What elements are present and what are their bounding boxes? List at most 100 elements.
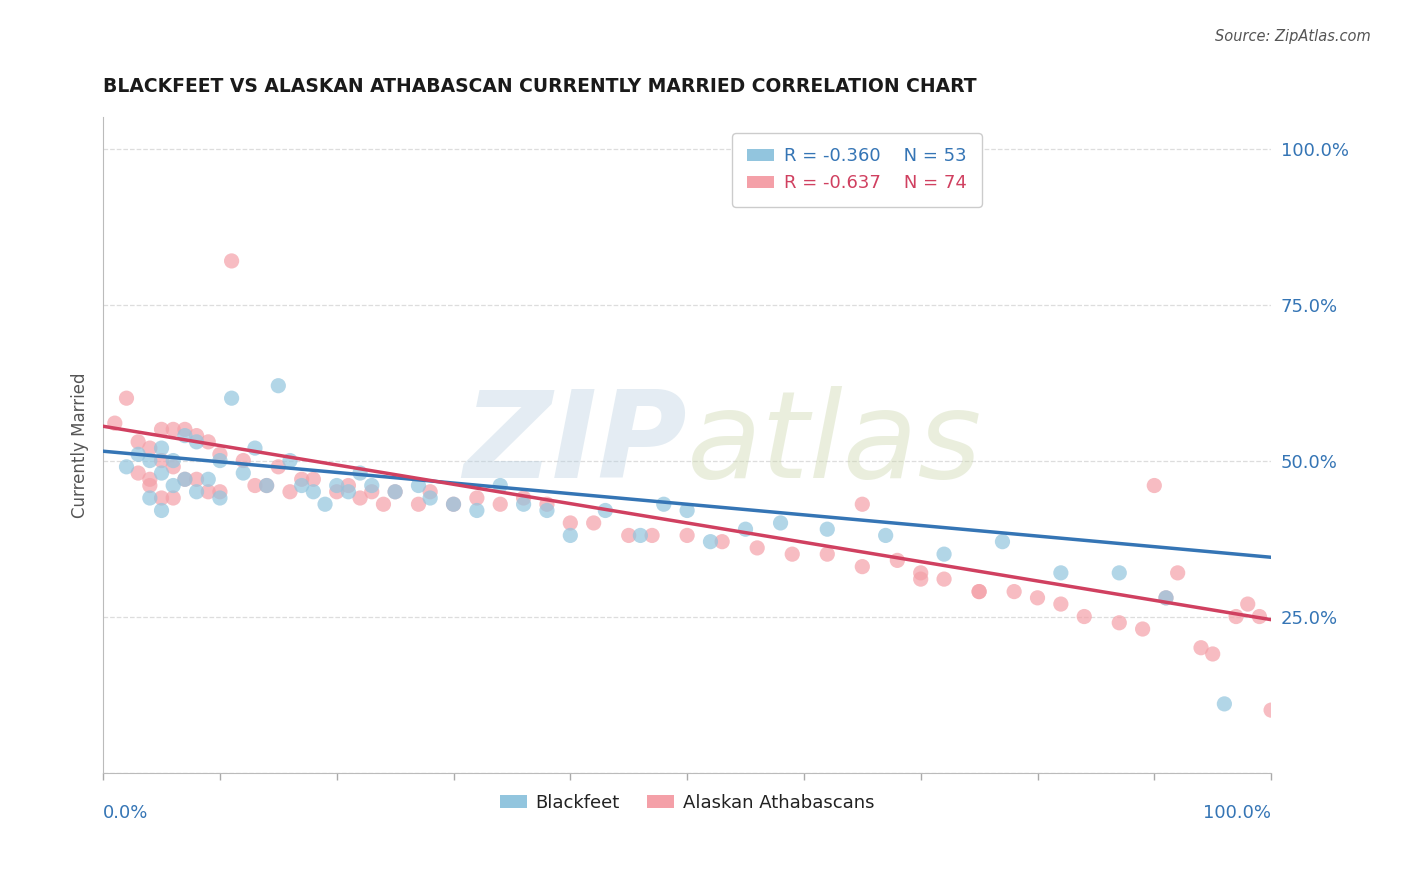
Point [162, 453, 184, 467]
Point [815, 547, 838, 561]
Point [115, 391, 138, 405]
Point [127, 434, 149, 449]
Point [349, 491, 371, 505]
Point [910, 566, 932, 580]
Point [617, 528, 640, 542]
Point [197, 434, 219, 449]
Point [208, 453, 231, 467]
Point [652, 497, 675, 511]
Point [139, 478, 162, 492]
Point [1260, 703, 1282, 717]
Text: ZIP: ZIP [464, 386, 688, 503]
Point [360, 478, 382, 492]
Point [256, 478, 278, 492]
Point [208, 491, 231, 505]
Point [967, 584, 990, 599]
Point [162, 478, 184, 492]
Point [197, 484, 219, 499]
Point [628, 528, 651, 542]
Point [173, 472, 195, 486]
Point [139, 453, 162, 467]
Point [1167, 566, 1189, 580]
Point [186, 472, 208, 486]
Point [267, 459, 290, 474]
Point [373, 497, 395, 511]
Point [127, 466, 149, 480]
Point [139, 491, 162, 505]
Point [243, 478, 266, 492]
Point [932, 547, 955, 561]
Point [173, 428, 195, 442]
Legend: Blackfeet, Alaskan Athabascans: Blackfeet, Alaskan Athabascans [492, 787, 882, 819]
Point [197, 472, 219, 486]
Point [408, 478, 430, 492]
Text: 0.0%: 0.0% [103, 804, 149, 822]
Point [360, 484, 382, 499]
Point [232, 466, 254, 480]
Point [1249, 609, 1271, 624]
Point [408, 497, 430, 511]
Point [747, 541, 769, 555]
Point [1050, 566, 1073, 580]
Point [1108, 566, 1130, 580]
Point [443, 497, 465, 511]
Point [384, 484, 406, 499]
Point [595, 503, 617, 517]
Point [1050, 597, 1073, 611]
Point [1132, 622, 1154, 636]
Point [711, 534, 734, 549]
Point [967, 584, 990, 599]
Point [1108, 615, 1130, 630]
Point [186, 484, 208, 499]
Point [162, 491, 184, 505]
Point [150, 466, 173, 480]
Point [699, 534, 721, 549]
Point [1236, 597, 1258, 611]
Point [278, 484, 301, 499]
Point [337, 478, 360, 492]
Point [1026, 591, 1049, 605]
Point [150, 441, 173, 455]
Point [208, 447, 231, 461]
Point [419, 491, 441, 505]
Point [536, 503, 558, 517]
Point [173, 472, 195, 486]
Point [278, 453, 301, 467]
Point [489, 497, 512, 511]
Point [243, 441, 266, 455]
Point [886, 553, 908, 567]
Point [221, 254, 243, 268]
Point [512, 491, 534, 505]
Point [267, 378, 290, 392]
Point [186, 428, 208, 442]
Point [676, 503, 699, 517]
Point [560, 516, 582, 530]
Point [815, 522, 838, 536]
Point [1002, 584, 1025, 599]
Point [186, 434, 208, 449]
Point [173, 422, 195, 436]
Y-axis label: Currently Married: Currently Married [72, 372, 89, 517]
Point [465, 491, 488, 505]
Point [676, 528, 699, 542]
Point [769, 516, 792, 530]
Point [932, 572, 955, 586]
Point [127, 447, 149, 461]
Point [115, 459, 138, 474]
Point [139, 472, 162, 486]
Point [221, 391, 243, 405]
Point [162, 422, 184, 436]
Point [150, 453, 173, 467]
Point [162, 459, 184, 474]
Point [232, 453, 254, 467]
Point [1154, 591, 1177, 605]
Point [1154, 591, 1177, 605]
Point [536, 497, 558, 511]
Point [443, 497, 465, 511]
Point [139, 441, 162, 455]
Point [1202, 647, 1225, 661]
Point [641, 528, 664, 542]
Point [851, 497, 873, 511]
Point [582, 516, 605, 530]
Point [1189, 640, 1212, 655]
